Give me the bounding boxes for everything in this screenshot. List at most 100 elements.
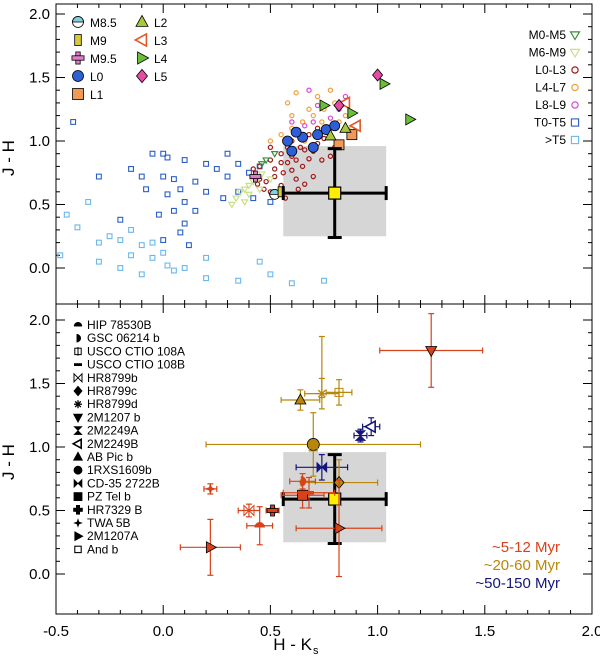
field-point: [280, 170, 286, 176]
field-point: [263, 178, 269, 185]
plot-frame: [55, 303, 593, 615]
legend-label: L1: [90, 88, 104, 102]
legend-marker: [571, 66, 579, 74]
legend-label: L5: [154, 70, 168, 84]
object-point: [425, 346, 438, 358]
field-point: [293, 157, 299, 163]
field-point: [267, 138, 274, 144]
field-point: [128, 252, 134, 259]
field-point: [160, 237, 167, 244]
x-tick-label: 1.0: [367, 623, 388, 640]
field-point: [70, 119, 77, 125]
x-tick-label: -0.5: [43, 623, 69, 640]
legend-marker: [71, 438, 82, 450]
x-tick-label: 0.0: [153, 623, 174, 640]
field-point: [95, 173, 102, 180]
legend-label: M6-M9: [529, 46, 567, 60]
age-group-label: ~50-150 Myr: [475, 575, 560, 592]
field-point: [267, 144, 274, 151]
field-point: [203, 160, 210, 167]
legend-label: 2M2249B: [87, 437, 138, 451]
field-point: [240, 186, 249, 194]
legend-label: GSC 06214 b: [87, 331, 160, 345]
object-point: [294, 393, 307, 405]
field-point: [160, 150, 167, 157]
field-point: [278, 150, 284, 157]
age-group-label: ~20-60 Myr: [484, 557, 560, 574]
field-point: [278, 159, 284, 166]
spectral-mean-point: [307, 141, 319, 153]
legend-marker: [135, 68, 149, 84]
spectral-mean-point: [347, 106, 359, 120]
legend-marker: [72, 451, 84, 461]
field-point: [299, 163, 306, 170]
field-point: [128, 165, 134, 172]
y-tick-label: 1.5: [29, 376, 50, 393]
legend-marker: [72, 88, 84, 100]
field-point: [299, 119, 306, 125]
field-point: [310, 112, 316, 119]
field-point: [278, 131, 284, 138]
legend-label: T0-T5: [534, 116, 566, 130]
field-point: [240, 199, 249, 207]
spectral-mean-point: [379, 77, 391, 91]
field-point: [138, 242, 145, 249]
spectral-mean-point: [329, 120, 341, 132]
spectral-mean-point: [286, 145, 298, 157]
legend-label: L2: [154, 16, 168, 30]
legend-label: PZ Tel b: [87, 490, 131, 504]
legend-label: >T5: [545, 133, 566, 147]
field-point: [297, 144, 304, 151]
object-point: [254, 522, 265, 528]
object-point: [308, 442, 318, 452]
field-point: [149, 239, 156, 246]
legend-label: HR8799b: [87, 371, 138, 385]
field-point: [289, 167, 295, 173]
top-y-axis-label: J - H: [0, 140, 18, 176]
field-point: [185, 242, 192, 249]
field-point: [295, 186, 301, 192]
legend-marker: [73, 518, 83, 528]
field-point: [74, 224, 81, 231]
legend-marker: [72, 16, 84, 28]
spectral-mean-point: [339, 121, 352, 133]
field-point: [181, 220, 188, 227]
legend-label: HIP 78530B: [87, 318, 152, 332]
top-panel: 0.0 0.5 1.0 1.5 2.0 M8.5 M9 M9.5 L0 L1 L2 L3 L4 L5 M0-…: [29, 3, 593, 305]
legend-label: L8-L9: [535, 98, 566, 112]
legend-marker: [570, 135, 580, 145]
field-point: [271, 166, 278, 172]
field-point: [181, 157, 188, 163]
field-point: [306, 87, 312, 93]
field-point: [270, 151, 279, 158]
field-point: [138, 271, 145, 278]
legend-label: L4: [154, 52, 168, 66]
field-point: [302, 123, 308, 129]
field-point: [293, 176, 299, 182]
bottom-panel: 0.0 0.5 1.0 1.5 2.0 -0.5 0.0 0.5 1.0 1.5 2.0 HIP 78…: [29, 303, 600, 640]
field-point: [227, 201, 236, 209]
field-point: [250, 166, 256, 172]
y-tick-label: 1.0: [29, 133, 50, 150]
legend-label: M0-M5: [529, 28, 567, 42]
field-point: [321, 277, 327, 284]
field-point: [181, 199, 188, 205]
object-point: [297, 489, 308, 501]
field-point: [288, 280, 295, 287]
spectral-mean-point: [290, 126, 302, 138]
spectral-mean-point: [346, 129, 358, 141]
legend-marker: [570, 118, 580, 127]
x-tick-label: 0.5: [260, 623, 281, 640]
y-tick-label: 0.0: [29, 566, 50, 583]
legend-label: USCO CTIO 108B: [87, 358, 185, 372]
field-point: [327, 153, 334, 159]
object-point: [354, 430, 367, 441]
spectral-mean-point: [312, 129, 323, 141]
field-point: [250, 195, 257, 202]
bottom-y-axis-label: J - H: [0, 444, 18, 480]
field-point: [149, 254, 156, 261]
legend-marker: [74, 363, 82, 366]
legend-marker: [133, 32, 148, 48]
field-point: [267, 199, 274, 205]
